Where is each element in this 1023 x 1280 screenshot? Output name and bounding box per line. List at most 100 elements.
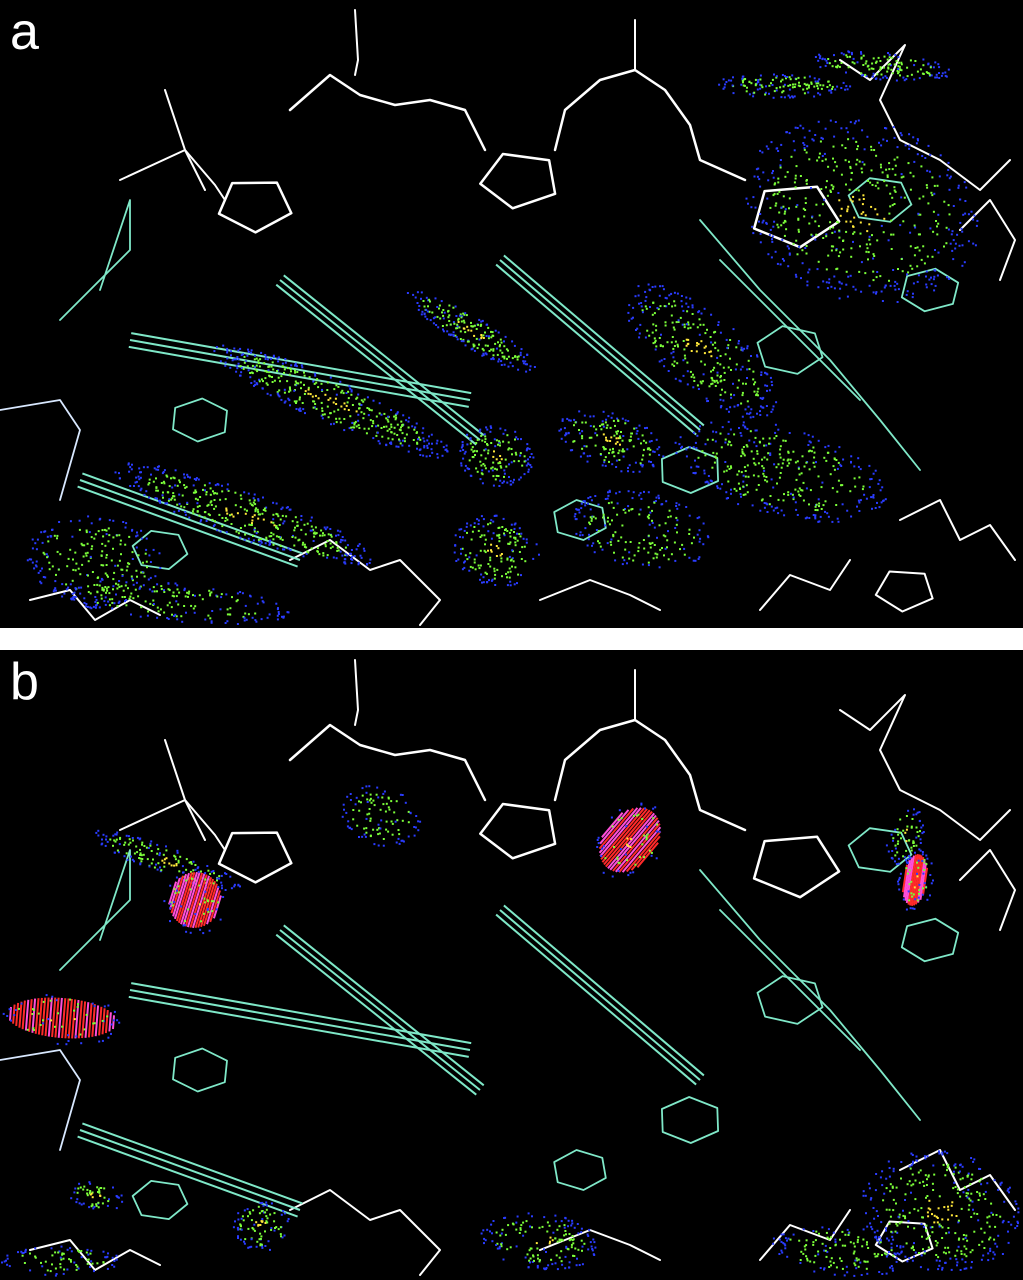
contact-dot <box>221 887 223 890</box>
contact-dot <box>561 1239 564 1242</box>
contact-dot <box>847 205 850 208</box>
contact-dot <box>248 499 251 502</box>
contact-dot <box>484 440 487 443</box>
contact-dot <box>272 533 275 536</box>
contact-dot <box>506 357 508 360</box>
contact-dot <box>879 67 882 70</box>
contact-dot <box>568 1266 571 1269</box>
contact-dot <box>226 351 229 354</box>
contact-dot <box>254 508 257 511</box>
contact-dot <box>150 473 152 476</box>
contact-dot <box>422 454 425 457</box>
contact-dot <box>105 529 108 532</box>
contact-dot <box>979 1194 981 1197</box>
contact-dot <box>494 445 497 448</box>
contact-dot <box>679 380 682 383</box>
contact-dot <box>113 839 116 842</box>
contact-dot <box>860 290 863 293</box>
contact-dot <box>797 217 800 220</box>
contact-dot <box>464 312 467 315</box>
contact-dot <box>108 519 111 522</box>
contact-dot <box>280 375 283 378</box>
base-bond <box>699 219 921 471</box>
contact-dot <box>673 300 676 303</box>
contact-dot <box>99 517 102 520</box>
contact-dot <box>808 268 811 271</box>
contact-dot <box>813 451 816 454</box>
contact-dot <box>462 338 465 341</box>
contact-dot <box>677 345 679 348</box>
contact-dot <box>820 486 823 489</box>
contact-dot <box>659 285 661 288</box>
contact-dot <box>509 483 512 486</box>
contact-dot <box>377 424 380 427</box>
contact-dot <box>431 311 434 314</box>
contact-dot <box>965 1192 968 1195</box>
contact-dot <box>815 461 817 464</box>
contact-dot <box>491 466 494 469</box>
contact-dot <box>399 442 402 445</box>
contact-dot <box>316 378 319 381</box>
contact-dot <box>567 1219 570 1222</box>
contact-dot <box>503 1217 506 1219</box>
contact-dot <box>511 340 514 343</box>
contact-dot <box>794 501 797 504</box>
contact-dot <box>748 412 751 415</box>
contact-dot <box>183 506 186 509</box>
contact-dot <box>652 807 655 810</box>
contact-dot <box>897 65 900 68</box>
contact-dot <box>916 265 919 268</box>
contact-dot <box>841 484 844 487</box>
contact-dot <box>93 537 96 540</box>
contact-dot <box>854 485 857 488</box>
contact-dot <box>691 306 694 309</box>
contact-dot <box>923 262 926 265</box>
contact-dot <box>266 616 269 619</box>
contact-dot <box>611 825 614 828</box>
contact-dot <box>756 412 758 415</box>
contact-dot <box>908 1180 911 1183</box>
contact-dot <box>482 352 485 355</box>
contact-dot <box>324 543 327 546</box>
contact-dot <box>121 1200 124 1203</box>
contact-dot <box>872 253 875 256</box>
contact-dot <box>383 412 386 415</box>
contact-dot <box>105 564 108 566</box>
contact-dot <box>245 618 248 621</box>
contact-dot <box>792 83 794 86</box>
contact-dot <box>915 813 918 816</box>
contact-dot <box>145 537 148 540</box>
contact-dot <box>769 452 772 455</box>
contact-dot <box>525 449 528 452</box>
contact-dot <box>836 267 839 270</box>
contact-dot <box>832 169 835 172</box>
contact-dot <box>921 893 924 896</box>
contact-dot <box>533 1259 535 1262</box>
contact-dot <box>831 88 834 90</box>
contact-dot <box>698 430 701 433</box>
contact-dot <box>442 446 445 449</box>
contact-dot <box>565 433 568 436</box>
contact-dot <box>655 345 658 348</box>
contact-dot <box>207 910 210 913</box>
contact-dot <box>667 530 669 533</box>
contact-dot <box>443 311 446 314</box>
contact-dot <box>514 566 517 569</box>
contact-dot <box>496 1242 499 1245</box>
contact-dot <box>169 920 171 923</box>
contact-dot <box>354 803 357 806</box>
contact-dot <box>652 557 655 560</box>
contact-dot <box>394 414 397 417</box>
base-plane-line <box>128 995 469 1058</box>
contact-dot <box>764 479 767 482</box>
contact-dot <box>935 220 937 222</box>
contact-dot <box>947 68 950 71</box>
contact-dot <box>648 447 651 450</box>
contact-dot <box>314 403 317 405</box>
contact-dot <box>436 439 439 442</box>
contact-dot <box>944 74 947 77</box>
contact-dot <box>653 337 656 340</box>
contact-dot <box>511 365 514 368</box>
contact-dot <box>782 499 785 502</box>
contact-dot <box>492 532 495 535</box>
